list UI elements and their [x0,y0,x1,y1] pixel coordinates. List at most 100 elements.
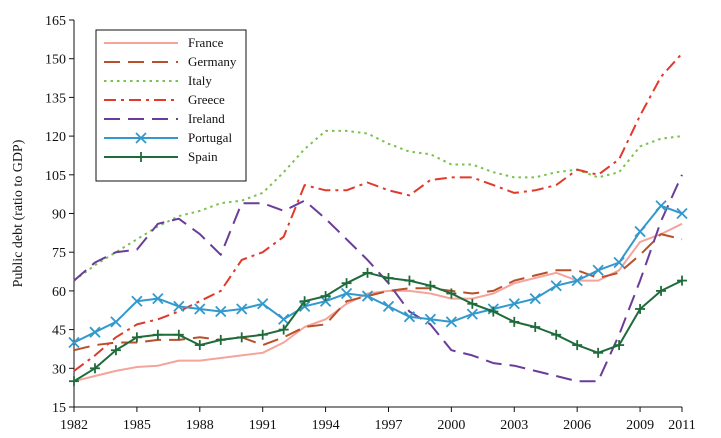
data-point-spain [488,306,499,317]
x-axis-ticks: 1982 1985 1988 1991 1994 1997 2000 2003 2006 2009… [60,407,696,433]
data-point-spain [593,347,604,358]
series-layer [68,52,688,387]
x-tick-label: 1997 [374,418,402,433]
data-point-spain [404,275,415,286]
x-tick-label: 1982 [60,418,88,433]
legend-label-italy: Italy [188,73,212,88]
data-point-spain [215,334,226,345]
x-tick-label: 1991 [249,418,277,433]
legend-item-germany: Germany [104,54,237,69]
data-point-spain [362,267,373,278]
y-tick-label: 90 [52,208,66,223]
data-point-portugal [571,274,583,287]
data-point-spain [677,275,687,286]
series-line-ireland [73,174,683,383]
series-italy [73,129,683,282]
x-tick-label: 2000 [437,418,465,433]
legend-marker-spain [136,152,146,162]
legend-item-italy: Italy [104,73,212,88]
data-point-portugal [298,300,311,313]
data-point-portugal [278,313,290,325]
data-point-spain [194,340,205,351]
data-point-spain [320,291,331,302]
data-point-spain [551,329,562,340]
data-point-portugal [110,316,122,328]
data-point-spain [383,273,394,283]
data-point-spain [530,322,541,333]
y-tick-label: 15 [52,401,66,416]
legend-item-ireland: Ireland [104,111,225,126]
data-point-spain [299,296,310,307]
series-line-france [73,222,683,383]
y-tick-label: 135 [45,91,66,106]
series-spain [69,267,687,387]
data-point-portugal [215,305,227,318]
data-point-spain [635,303,646,314]
data-point-portugal [445,316,458,328]
data-point-portugal [340,287,353,300]
series-france [73,222,683,383]
data-point-portugal [361,290,374,302]
series-portugal [68,200,688,349]
legend-label-france: France [188,35,224,50]
series-line-greece [73,52,683,372]
legend-item-portugal: Portugal [104,130,232,145]
data-point-portugal [152,293,164,305]
data-point-portugal [655,200,667,212]
y-tick-label: 165 [45,14,66,29]
data-point-portugal [676,207,688,220]
data-point-portugal [382,300,395,313]
data-point-spain [614,340,625,351]
data-point-spain [572,340,583,351]
x-tick-label: 2011 [668,418,695,433]
data-point-spain [446,288,457,299]
x-tick-label: 1988 [186,418,214,433]
y-axis-title: Public debt (ratio to GDP) [11,139,26,287]
data-point-spain [425,280,436,291]
y-tick-label: 105 [45,169,66,184]
data-point-portugal [613,256,625,269]
data-point-spain [110,345,121,356]
x-tick-label: 2009 [626,418,654,433]
data-point-portugal [89,326,101,338]
data-point-spain [173,329,184,340]
y-tick-label: 120 [45,130,66,145]
data-point-portugal [529,293,541,305]
data-point-portugal [257,298,269,310]
y-tick-label: 75 [52,246,66,261]
legend-label-portugal: Portugal [188,130,232,145]
data-point-spain [656,285,667,296]
data-point-spain [69,376,79,387]
data-point-portugal [68,336,80,349]
legend-label-greece: Greece [188,92,225,107]
legend-label-spain: Spain [188,149,218,164]
data-point-portugal [131,295,143,307]
data-point-spain [467,298,478,309]
series-line-germany [73,233,683,352]
data-point-portugal [466,308,478,320]
data-point-portugal [592,264,604,276]
data-point-portugal [424,313,437,325]
legend-marker-portugal [135,132,147,144]
series-ireland [73,174,683,383]
y-tick-label: 60 [52,285,66,300]
y-tick-label: 45 [52,324,66,339]
data-point-spain [89,363,100,374]
data-point-spain [278,324,289,335]
legend-box [95,29,247,182]
data-point-portugal [173,300,185,313]
legend-item-spain: Spain [104,149,218,164]
legend-label-ireland: Ireland [188,111,225,126]
data-point-portugal [403,311,416,323]
x-tick-label: 1994 [312,418,340,433]
data-point-portugal [550,280,562,292]
x-tick-label: 2003 [500,418,528,433]
data-point-portugal [194,303,206,315]
series-germany [73,233,683,352]
data-point-spain [131,332,142,343]
x-tick-label: 1985 [123,418,151,433]
data-point-spain [257,329,268,340]
data-point-spain [152,329,163,340]
